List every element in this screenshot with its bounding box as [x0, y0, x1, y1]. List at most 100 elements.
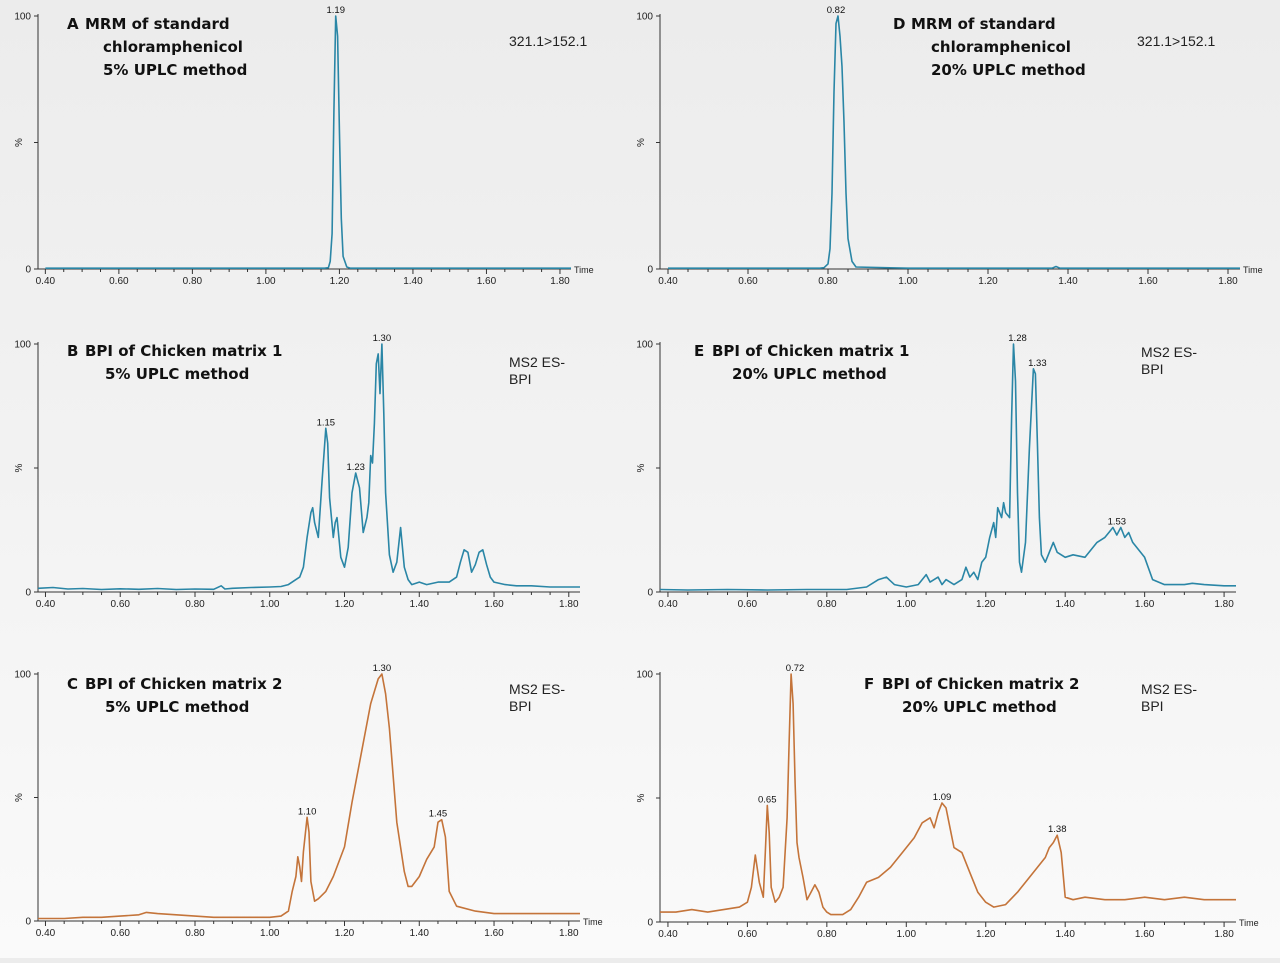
x-tick-label: 1.60: [477, 276, 497, 287]
y-tick-label: 100: [636, 12, 653, 23]
panel-title-line: 5% UPLC method: [105, 698, 249, 716]
x-tick-label: 0.40: [36, 276, 56, 287]
peak-label: 1.19: [326, 5, 345, 16]
x-tick-label: 0.80: [185, 928, 205, 939]
series-line: [45, 15, 571, 270]
y-tick-label: 0: [25, 265, 31, 276]
x-tick-label: 0.40: [658, 929, 678, 940]
series-line: [660, 673, 1236, 916]
series-line: [37, 343, 580, 591]
peak-label: 1.10: [298, 806, 317, 817]
panel-letter: C: [67, 675, 78, 693]
x-tick-label: 1.40: [410, 599, 430, 610]
panel-title-line: 20% UPLC method: [732, 365, 887, 383]
peak-label: 1.33: [1028, 358, 1047, 369]
x-tick-label: 0.40: [658, 276, 678, 287]
x-tick-label: 1.20: [976, 929, 996, 940]
trace-annotation: BPI: [509, 371, 532, 387]
peak-label: 0.82: [827, 5, 846, 16]
panel-title-line: 5% UPLC method: [105, 365, 249, 383]
peak-label: 1.45: [429, 809, 448, 820]
y-axis-label: %: [636, 793, 647, 802]
peak-label: 1.53: [1108, 517, 1127, 528]
panel-title-line: chloramphenicol: [931, 38, 1071, 56]
y-axis-label: %: [14, 793, 25, 802]
peak-label: 0.65: [758, 794, 777, 805]
trace-annotation: MS2 ES-: [1141, 681, 1197, 697]
panel-title-line: MRM of standard: [85, 15, 230, 33]
series-line: [668, 15, 1240, 270]
x-tick-label: 1.60: [484, 928, 504, 939]
y-tick-label: 100: [636, 340, 653, 351]
peak-label: 1.28: [1008, 333, 1027, 344]
x-tick-label: 0.80: [817, 929, 837, 940]
y-tick-label: 100: [14, 670, 31, 681]
y-axis-label: %: [14, 463, 25, 472]
x-tick-label: 1.80: [1214, 599, 1234, 610]
y-tick-label: 0: [647, 918, 653, 929]
x-tick-label: 1.60: [484, 599, 504, 610]
chart-panel-f: 0% 100 0.40 0.60 0.80 1.00 1.20 1.40 1.60 1.80 Tim…: [636, 663, 1259, 940]
x-tick-label: 0.40: [658, 599, 678, 610]
x-tick-label: 1.20: [335, 928, 355, 939]
x-tick-label: 1.20: [335, 599, 355, 610]
panel-letter: E: [694, 342, 704, 360]
peak-label: 1.15: [317, 417, 336, 428]
trace-annotation: MS2 ES-: [1141, 344, 1197, 360]
x-tick-label: 0.60: [738, 599, 758, 610]
x-tick-label: 0.80: [185, 599, 205, 610]
trace-annotation: MS2 ES-: [509, 354, 565, 370]
peak-label: 1.23: [346, 462, 365, 473]
panel-title-line: BPI of Chicken matrix 2: [882, 675, 1079, 693]
x-tick-label: 0.40: [36, 599, 56, 610]
x-tick-label: 0.60: [111, 928, 131, 939]
trace-annotation: BPI: [509, 698, 532, 714]
x-tick-label: 1.00: [897, 599, 917, 610]
panel-title-line: BPI of Chicken matrix 1: [85, 342, 282, 360]
x-tick-label: 1.00: [897, 929, 917, 940]
x-tick-label: 1.60: [1135, 929, 1155, 940]
y-tick-label: 0: [25, 917, 31, 928]
panel-title-line: 5% UPLC method: [103, 61, 247, 79]
x-tick-label: 0.40: [36, 928, 56, 939]
x-tick-label: 1.80: [559, 599, 579, 610]
panel-letter: D: [893, 15, 905, 33]
x-tick-label: 1.80: [559, 928, 579, 939]
panel-letter: B: [67, 342, 78, 360]
peak-label: 1.09: [933, 792, 952, 803]
x-tick-label: 1.40: [403, 276, 423, 287]
x-tick-label: 1.60: [1138, 276, 1158, 287]
trace-annotation: BPI: [1141, 698, 1164, 714]
x-tick-label: 1.00: [260, 599, 280, 610]
y-tick-label: 0: [647, 588, 653, 599]
trace-annotation: 321.1>152.1: [1137, 33, 1215, 49]
x-tick-label: 1.20: [330, 276, 350, 287]
y-tick-label: 100: [636, 670, 653, 681]
panel-letter: F: [864, 675, 874, 693]
x-tick-label: 1.80: [1218, 276, 1238, 287]
x-tick-label: 1.80: [550, 276, 570, 287]
peak-label: 1.30: [373, 663, 392, 674]
x-tick-label: 0.60: [111, 599, 131, 610]
trace-annotation: 321.1>152.1: [509, 33, 587, 49]
x-tick-label: 1.00: [898, 276, 918, 287]
panel-title-line: BPI of Chicken matrix 2: [85, 675, 282, 693]
chart-panel-c: 0% 100 0.40 0.60 0.80 1.00 1.20 1.40 1.60 1.80 Tim…: [14, 663, 603, 939]
y-tick-label: 100: [14, 12, 31, 23]
series-line: [38, 673, 580, 920]
y-axis-label: %: [636, 138, 647, 147]
panel-title-line: chloramphenicol: [103, 38, 243, 56]
x-tick-label: 0.80: [818, 276, 838, 287]
x-tick-label: 1.60: [1135, 599, 1155, 610]
y-axis-label: %: [14, 138, 25, 147]
chart-panel-e: 0% 100 0.40 0.60 0.80 1.00 1.20 1.40 1.60 1.80 1.2…: [636, 333, 1236, 610]
panel-title-line: BPI of Chicken matrix 1: [712, 342, 909, 360]
y-tick-label: 0: [647, 265, 653, 276]
panel-title-line: 20% UPLC method: [902, 698, 1057, 716]
x-tick-label: 1.40: [1055, 929, 1075, 940]
y-tick-label: 0: [25, 588, 31, 599]
series-line: [659, 343, 1236, 591]
x-axis-label: Time: [1239, 918, 1259, 928]
